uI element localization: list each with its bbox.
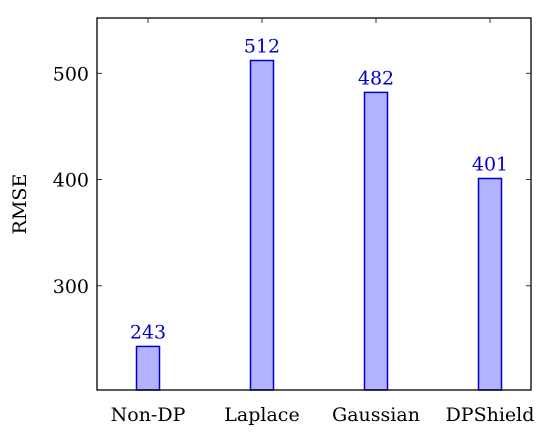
y-tick-label: 500: [53, 63, 89, 85]
x-tick-label: Laplace: [224, 404, 299, 426]
x-tick-labels: Non-DP Laplace Gaussian DPShield: [111, 404, 535, 426]
x-tick-label: Gaussian: [332, 404, 420, 426]
data-label: 512: [244, 36, 280, 58]
y-tick-label: 400: [53, 170, 89, 192]
y-tick-labels: 300 400 500: [53, 63, 89, 298]
data-label: 401: [472, 153, 508, 175]
x-tick-label: Non-DP: [111, 404, 186, 426]
data-label: 482: [358, 67, 394, 89]
y-tick-label: 300: [53, 276, 89, 298]
bar-gaussian: [363, 91, 389, 391]
y-axis-label: RMSE: [9, 174, 31, 235]
bar-dpshield: [477, 177, 503, 391]
data-label: 243: [130, 321, 166, 343]
x-tick-label: DPShield: [446, 404, 535, 426]
bars: [135, 59, 503, 391]
bar-non-dp: [135, 345, 161, 391]
bar-laplace: [249, 59, 275, 391]
plot-frame: [96, 17, 532, 391]
data-labels: 243 512 482 401: [130, 36, 508, 344]
